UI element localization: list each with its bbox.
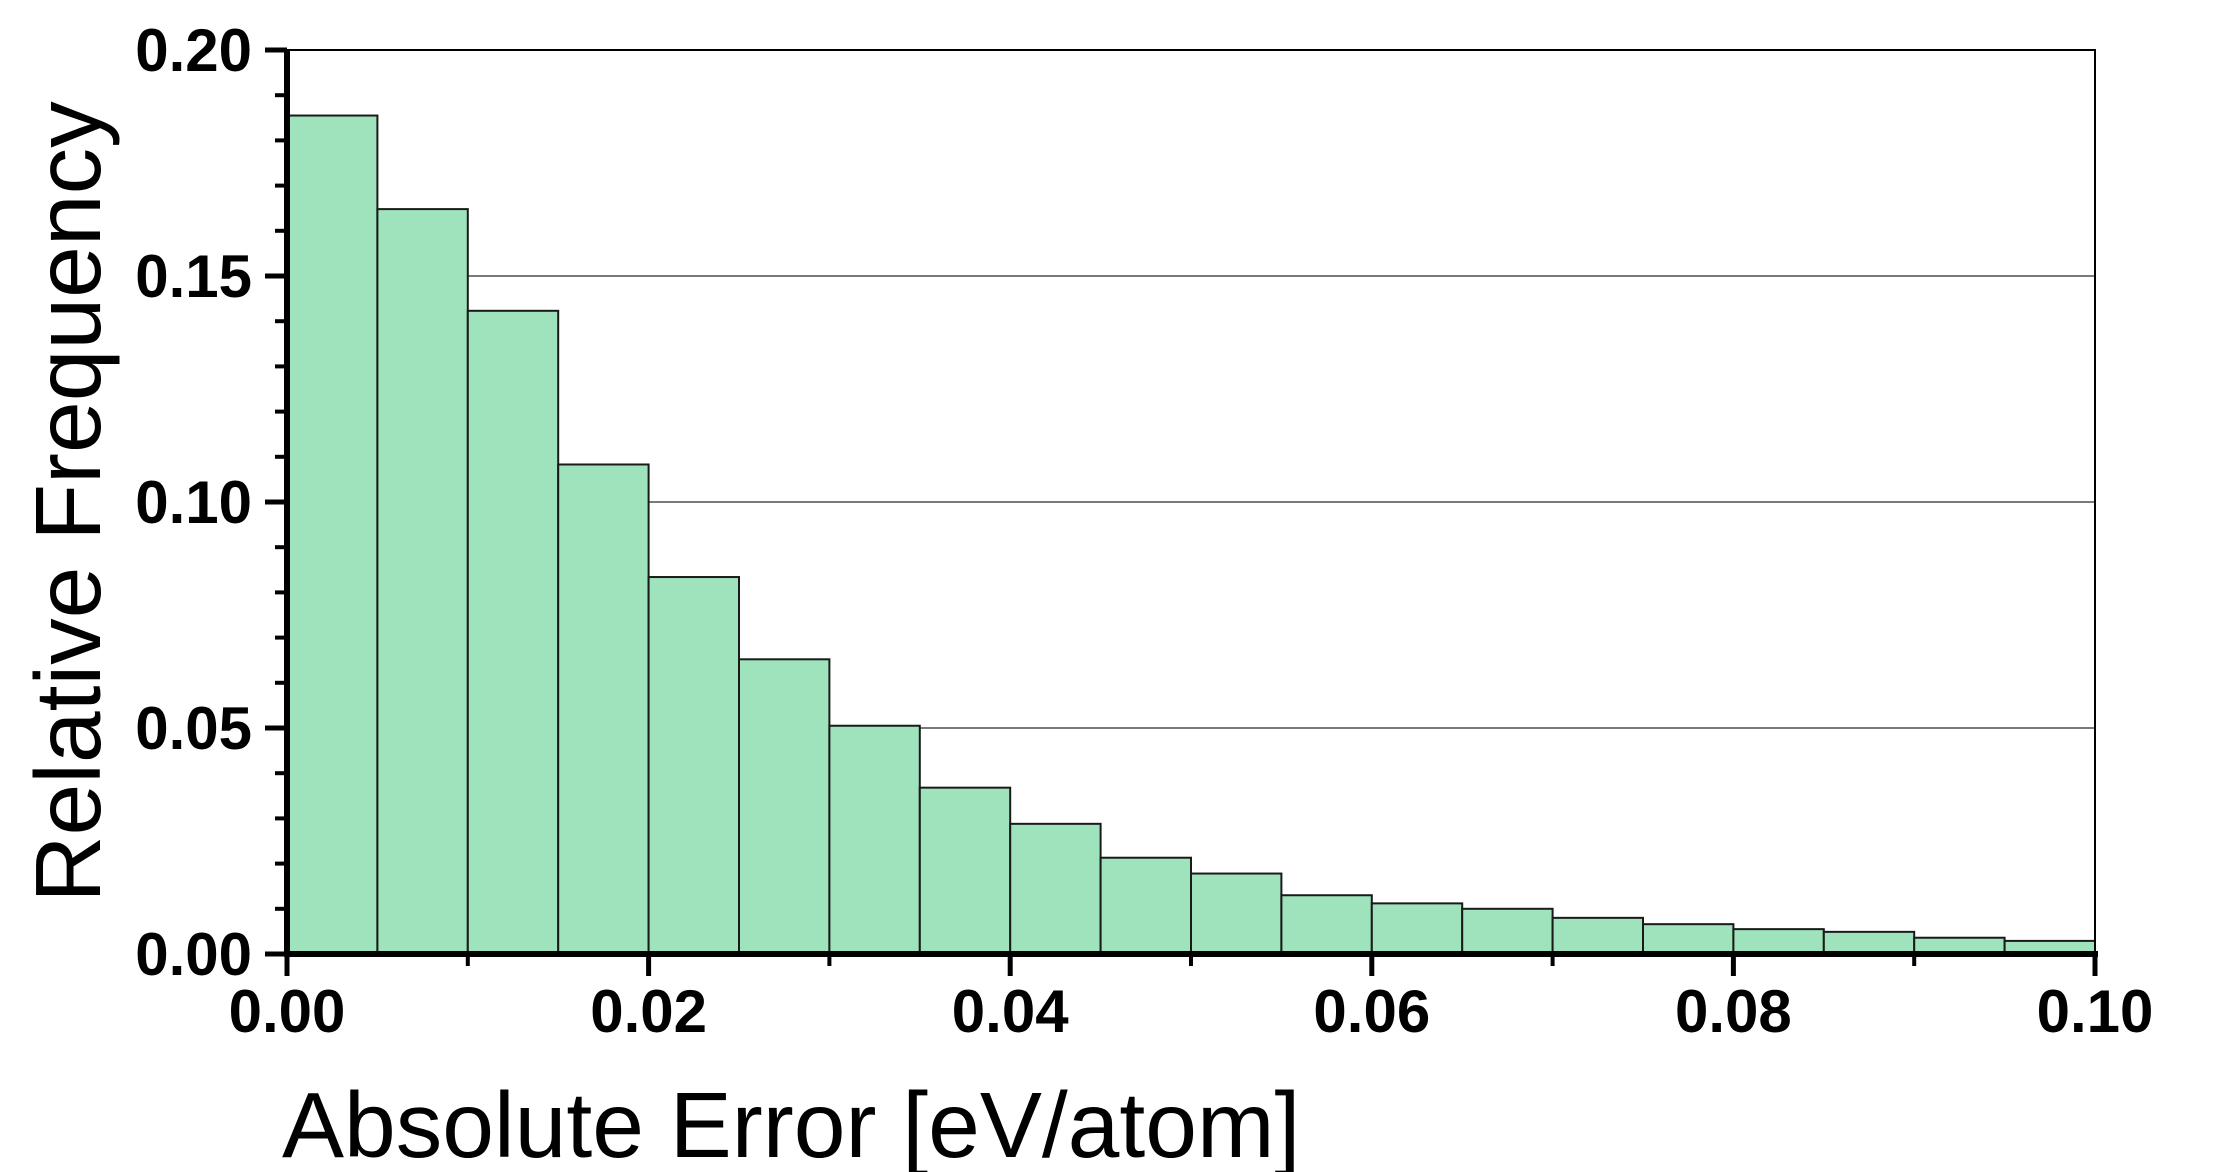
- bar: [1370, 902, 1464, 955]
- bar: [1461, 907, 1554, 955]
- bar: [1099, 856, 1192, 955]
- x-axis-title: Absolute Error [eV/atom]: [282, 1073, 1300, 1172]
- bar: [286, 114, 379, 956]
- bar: [1642, 923, 1735, 956]
- bar: [376, 208, 469, 955]
- y-tick-label: 0.20: [135, 17, 252, 84]
- bar: [738, 658, 831, 956]
- y-tick-label: 0.05: [135, 695, 252, 762]
- bar: [1732, 928, 1825, 956]
- x-tick-label: 0.06: [1313, 978, 1430, 1045]
- x-tick-label: 0.00: [229, 978, 346, 1045]
- y-tick-label: 0.15: [135, 243, 252, 310]
- y-tick-labels: 0.00 0.05 0.10 0.15 0.20: [135, 17, 252, 988]
- y-tick-label: 0.10: [135, 469, 252, 536]
- y-tick-label: 0.00: [135, 921, 252, 988]
- bar: [1009, 822, 1102, 955]
- y-axis-title: Relative Frequency: [16, 101, 120, 903]
- bars: [286, 114, 2096, 956]
- bar: [1280, 894, 1373, 955]
- bar: [1551, 916, 1644, 956]
- x-tick-label: 0.10: [2037, 978, 2154, 1045]
- bar: [918, 786, 1012, 955]
- x-tick-label: 0.04: [952, 978, 1069, 1045]
- axes: [265, 47, 2098, 976]
- x-tick-label: 0.02: [590, 978, 707, 1045]
- bar: [1190, 872, 1283, 956]
- bar: [647, 576, 740, 955]
- bar: [466, 309, 560, 955]
- bar: [557, 463, 650, 955]
- x-tick-label: 0.08: [1675, 978, 1792, 1045]
- bar: [828, 724, 921, 955]
- x-tick-labels: 0.00 0.02 0.04 0.06 0.08 0.10: [229, 978, 2154, 1045]
- bar: [1822, 930, 1916, 955]
